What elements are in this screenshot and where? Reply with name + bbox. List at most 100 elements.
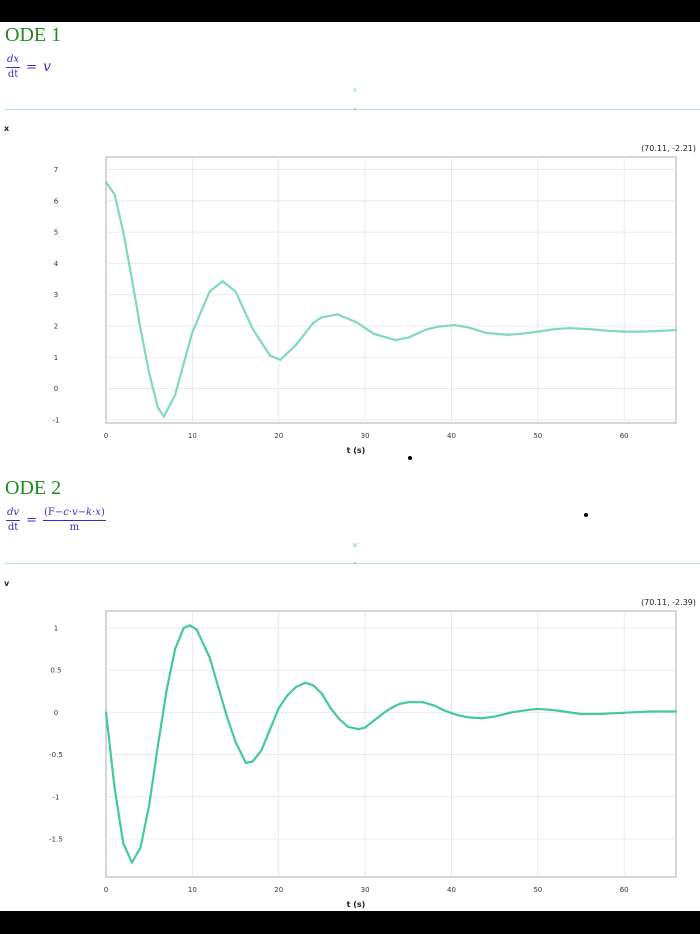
ode1-data-point [251, 328, 254, 331]
ode1-x-tick-label: 10 [188, 432, 197, 440]
ode2-coordinate-readout: (70.11, -2.39) [641, 598, 696, 607]
ode2-data-point [536, 707, 539, 711]
ode1-equals: = [26, 59, 37, 75]
ode1-rhs: v [42, 59, 51, 75]
ode1-y-tick-label: 0 [54, 385, 58, 393]
ode2-data-point [648, 710, 652, 713]
ode2-title: ODE 2 [5, 477, 62, 499]
ode1-data-point [394, 338, 397, 342]
ode1-plot-frame [105, 156, 677, 424]
ode2-variable-label: v [4, 579, 10, 588]
ode1-data-point [452, 323, 456, 327]
ode2-legend-label: v [352, 541, 358, 549]
ode1-x-tick-label: 0 [104, 432, 108, 440]
top-black-bar [0, 0, 700, 22]
ode2-data-point [234, 740, 237, 743]
ode2-rhs-fraction: (F−c·v−k·x) m [42, 507, 106, 533]
ode2-rhs-dot2: · [92, 507, 96, 518]
ode2-data-point [225, 715, 229, 718]
ode1-data-point [312, 321, 315, 324]
ode2-data-point [217, 685, 220, 689]
ode1-data-point [640, 330, 643, 333]
ode2-data-point [113, 787, 116, 790]
ode2-data-point [148, 804, 151, 807]
ode2-y-tick-label: 0 [54, 709, 58, 717]
ode2-data-point [338, 717, 341, 721]
ode2-data-point [357, 728, 360, 731]
ode1-lhs-numerator: dx [6, 54, 21, 68]
ode2-data-point [458, 714, 462, 717]
ode2-data-point [294, 685, 298, 689]
ode2-data-point [277, 707, 280, 710]
ode1-data-point [437, 325, 440, 328]
ode2-data-point [156, 745, 159, 748]
ode2-data-point [631, 711, 634, 714]
ode2-data-point [251, 760, 254, 763]
ode1-y-tick-label: -1 [53, 416, 60, 424]
ode1-data-point [113, 193, 116, 196]
ode2-data-point [407, 701, 410, 704]
ode1-data-point [208, 290, 211, 293]
ode2-rhs-dot1: · [68, 507, 72, 518]
ode2-x-tick-label: 50 [533, 886, 542, 894]
ode2-data-point [674, 710, 678, 713]
ode2-rhs-open: (F− [43, 507, 64, 518]
ode2-data-point [441, 708, 444, 711]
ode1-data-point [519, 332, 522, 335]
ode1-y-tick-label: 7 [54, 166, 58, 174]
ode2-rhs-denominator: m [69, 521, 80, 533]
ode2-rhs-v: v [71, 507, 78, 518]
ode1-data-point [407, 336, 410, 339]
ode2-data-point [130, 861, 134, 864]
ode1-separator-handle[interactable] [354, 108, 356, 110]
ode1-data-point [104, 180, 108, 184]
ode2-chart[interactable]: 0 10 20 30 40 50 60 -1.5 -1 -0.5 0 0.5 1 t (s) [0, 604, 700, 914]
ode1-data-point [130, 277, 134, 281]
ode1-series-line [104, 180, 678, 418]
ode1-variable-label: x [4, 124, 10, 133]
ode2-data-point [614, 712, 617, 715]
ode2-x-tick-label: 40 [447, 886, 456, 894]
ode1-data-point [567, 327, 571, 330]
ode2-x-axis-label: t (s) [347, 900, 366, 909]
ode2-y-tick-label: -1.5 [49, 836, 63, 844]
ode2-separator [4, 563, 700, 564]
ode1-data-point [336, 313, 339, 316]
ode1-data-point [148, 371, 151, 375]
ode1-data-point [162, 415, 165, 418]
ode1-data-point [320, 316, 324, 319]
ode1-data-point [506, 333, 509, 336]
ode2-x-tick-label: 0 [104, 886, 108, 894]
ode1-y-tick-label: 4 [54, 260, 59, 268]
ode2-rhs-close: ) [100, 507, 105, 518]
ode2-data-point [666, 710, 669, 713]
ode1-x-tick-label: 40 [447, 432, 456, 440]
ode2-y-tick-label: 0.5 [50, 667, 61, 675]
ode2-data-point [510, 711, 514, 714]
ode1-data-point [467, 326, 470, 329]
ode2-data-point [372, 719, 375, 722]
ode1-chart[interactable]: 0 10 20 30 40 50 60 -1 0 1 2 3 4 5 6 7 t (s) [0, 150, 700, 460]
ode1-data-point [191, 331, 194, 334]
ode2-series-line [104, 624, 678, 864]
ode1-legend-label: x [352, 86, 358, 94]
ode2-data-point [104, 711, 108, 714]
ode1-data-point [156, 406, 159, 409]
ode2-y-tick-label: -1 [53, 793, 60, 801]
ode2-equals: = [26, 512, 37, 528]
ode2-data-point [320, 692, 324, 695]
ode2-separator-handle[interactable] [354, 562, 356, 564]
ode1-y-tick-label: 3 [54, 291, 58, 299]
ode2-x-tick-label: 10 [188, 886, 197, 894]
ode2-data-point [260, 749, 263, 752]
ode2-data-point [421, 701, 425, 704]
ode1-data-point [234, 290, 237, 293]
ode1-data-point [674, 328, 678, 332]
ode1-x-tick-label: 20 [274, 432, 283, 440]
ode1-data-point [536, 330, 539, 333]
ode2-data-point [597, 712, 600, 716]
ode2-lhs-numerator: dv [6, 507, 21, 521]
ode2-data-point [195, 628, 198, 631]
ode2-rhs-numerator: (F−c·v−k·x) [42, 507, 106, 521]
ode2-data-point [165, 690, 168, 693]
